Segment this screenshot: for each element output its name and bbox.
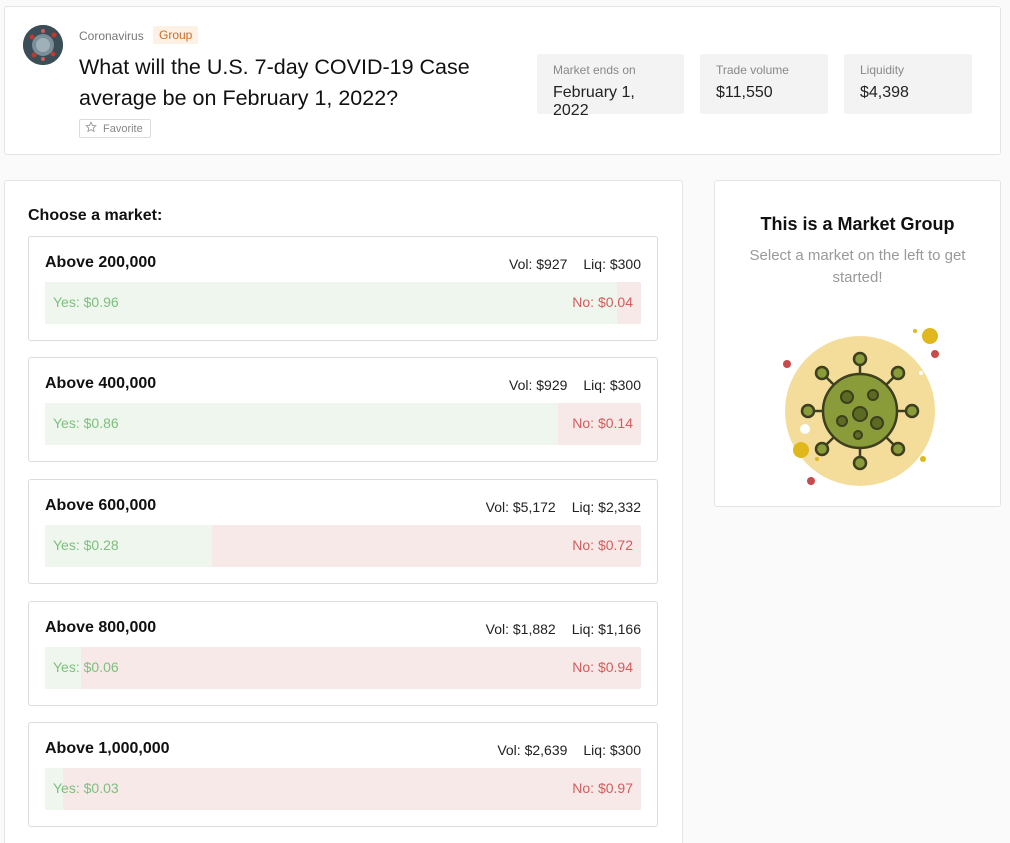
no-price[interactable]: No: $0.94 [572, 659, 633, 675]
price-bar[interactable]: Yes: $0.06 No: $0.94 [45, 647, 641, 689]
market-card[interactable]: Above 400,000 Vol: $929 Liq: $300 Yes: $… [28, 357, 658, 462]
stat-label: Market ends on [553, 63, 636, 77]
stat-label: Liquidity [860, 63, 905, 77]
stat-value: $11,550 [716, 84, 773, 101]
yes-fill [45, 282, 618, 324]
category-link[interactable]: Coronavirus [79, 29, 144, 43]
market-volume: Vol: $1,882 [485, 621, 556, 637]
market-title: Above 800,000 [45, 619, 157, 636]
market-liquidity: Liq: $2,332 [571, 499, 641, 515]
yes-price[interactable]: Yes: $0.96 [53, 294, 119, 310]
price-bar[interactable]: Yes: $0.86 No: $0.14 [45, 403, 641, 445]
no-price[interactable]: No: $0.72 [572, 537, 633, 553]
market-group-panel: This is a Market Group Select a market o… [714, 180, 1001, 507]
market-card[interactable]: Above 600,000 Vol: $5,172 Liq: $2,332 Ye… [28, 479, 658, 584]
market-stats: Vol: $929 Liq: $300 [509, 377, 641, 393]
market-card[interactable]: Above 200,000 Vol: $927 Liq: $300 Yes: $… [28, 236, 658, 341]
yes-price[interactable]: Yes: $0.28 [53, 537, 119, 553]
market-liquidity: Liq: $300 [583, 256, 641, 272]
price-bar[interactable]: Yes: $0.28 No: $0.72 [45, 525, 641, 567]
market-volume: Vol: $5,172 [485, 499, 556, 515]
star-icon [85, 121, 97, 136]
stat-market-ends: Market ends on February 1, 2022 [537, 54, 684, 119]
favorite-button[interactable]: Favorite [79, 119, 151, 138]
choose-market-heading: Choose a market: [28, 207, 163, 224]
yes-price[interactable]: Yes: $0.86 [53, 415, 119, 431]
favorite-label: Favorite [103, 122, 143, 135]
coronavirus-avatar [23, 25, 63, 65]
yes-price[interactable]: Yes: $0.03 [53, 780, 119, 796]
market-title: Above 200,000 [45, 254, 157, 271]
stat-trade-volume: Trade volume $11,550 [700, 54, 828, 114]
market-card[interactable]: Above 800,000 Vol: $1,882 Liq: $1,166 Ye… [28, 601, 658, 706]
no-price[interactable]: No: $0.04 [572, 294, 633, 310]
market-question: What will the U.S. 7-day COVID-19 Case a… [79, 55, 470, 110]
yes-fill [45, 768, 63, 810]
market-stats: Vol: $2,639 Liq: $300 [497, 742, 641, 758]
price-bar[interactable]: Yes: $0.03 No: $0.97 [45, 768, 641, 810]
no-price[interactable]: No: $0.14 [572, 415, 633, 431]
no-price[interactable]: No: $0.97 [572, 780, 633, 796]
market-volume: Vol: $929 [509, 377, 568, 393]
yes-fill [45, 403, 558, 445]
market-title: Above 1,000,000 [45, 740, 170, 757]
group-badge: Group [153, 26, 199, 44]
price-bar[interactable]: Yes: $0.96 No: $0.04 [45, 282, 641, 324]
markets-panel: Choose a market: Above 200,000 Vol: $927… [4, 180, 683, 843]
market-card[interactable]: Above 1,000,000 Vol: $2,639 Liq: $300 Ye… [28, 722, 658, 827]
market-liquidity: Liq: $300 [583, 742, 641, 758]
market-volume: Vol: $927 [509, 256, 568, 272]
stat-value: $4,398 [860, 84, 909, 101]
stat-value: February 1, 2022 [553, 84, 635, 119]
stat-liquidity: Liquidity $4,398 [844, 54, 972, 114]
yes-fill [45, 525, 212, 567]
market-title: Above 400,000 [45, 375, 157, 392]
market-liquidity: Liq: $300 [583, 377, 641, 393]
yes-fill [45, 647, 81, 689]
stat-label: Trade volume [716, 63, 789, 77]
market-stats: Vol: $1,882 Liq: $1,166 [486, 621, 641, 637]
market-header: Coronavirus Group What will the U.S. 7-d… [4, 6, 1001, 155]
market-volume: Vol: $2,639 [497, 742, 568, 758]
group-panel-title: This is a Market Group [760, 214, 955, 234]
market-liquidity: Liq: $1,166 [571, 621, 641, 637]
virus-illustration [775, 321, 945, 491]
market-title: Above 600,000 [45, 497, 157, 514]
yes-price[interactable]: Yes: $0.06 [53, 659, 119, 675]
market-stats: Vol: $5,172 Liq: $2,332 [486, 499, 641, 515]
market-stats: Vol: $927 Liq: $300 [509, 256, 641, 272]
group-panel-subtitle: Select a market on the left to get start… [749, 247, 966, 286]
